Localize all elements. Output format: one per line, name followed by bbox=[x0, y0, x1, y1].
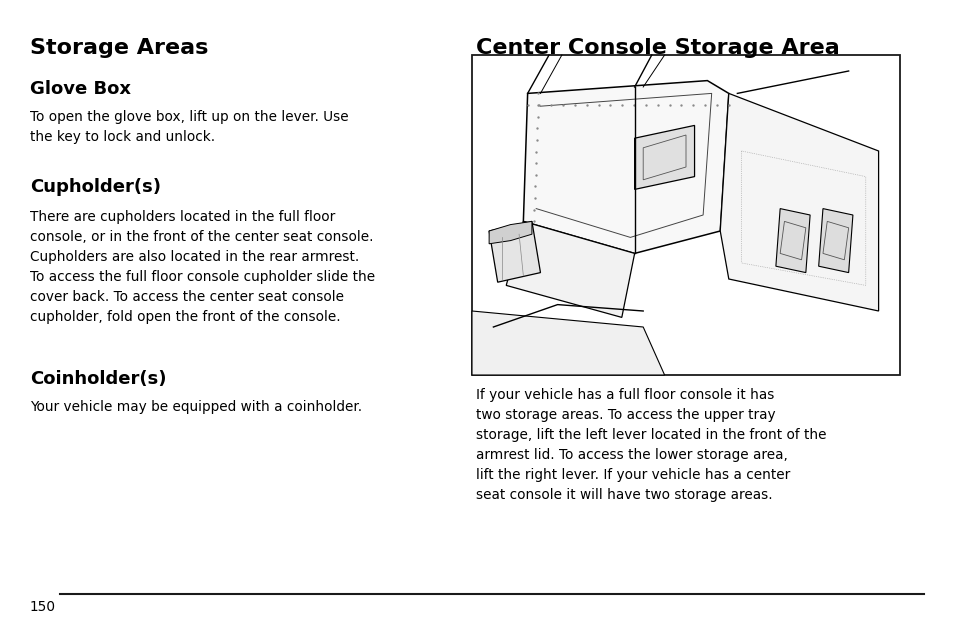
Polygon shape bbox=[489, 221, 532, 244]
Text: There are cupholders located in the full floor
console, or in the front of the c: There are cupholders located in the full… bbox=[30, 210, 375, 324]
Polygon shape bbox=[506, 221, 634, 317]
Text: Cupholder(s): Cupholder(s) bbox=[30, 178, 161, 196]
Bar bbox=[472, 55, 899, 375]
Text: Center Console Storage Area: Center Console Storage Area bbox=[476, 38, 839, 58]
Text: To open the glove box, lift up on the lever. Use
the key to lock and unlock.: To open the glove box, lift up on the le… bbox=[30, 110, 348, 144]
Bar bbox=[473, 56, 898, 374]
Polygon shape bbox=[720, 93, 878, 311]
Text: 150: 150 bbox=[30, 600, 56, 614]
Text: Glove Box: Glove Box bbox=[30, 80, 131, 98]
Polygon shape bbox=[775, 209, 809, 273]
Polygon shape bbox=[489, 221, 540, 282]
Text: If your vehicle has a full floor console it has
two storage areas. To access the: If your vehicle has a full floor console… bbox=[476, 388, 825, 502]
Polygon shape bbox=[818, 209, 852, 273]
Polygon shape bbox=[472, 311, 664, 375]
Polygon shape bbox=[634, 125, 694, 190]
Text: Your vehicle may be equipped with a coinholder.: Your vehicle may be equipped with a coin… bbox=[30, 400, 362, 414]
Text: Coinholder(s): Coinholder(s) bbox=[30, 370, 167, 388]
Text: Storage Areas: Storage Areas bbox=[30, 38, 208, 58]
Polygon shape bbox=[523, 81, 728, 253]
